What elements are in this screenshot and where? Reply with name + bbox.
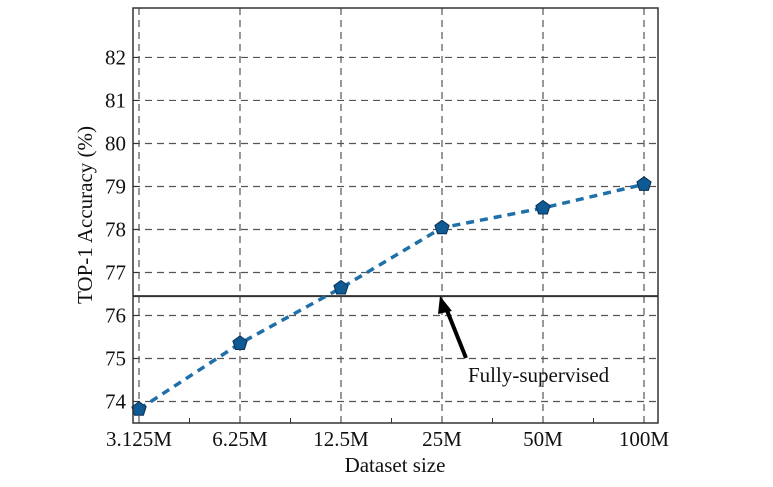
x-tick-label: 25M	[422, 427, 462, 451]
data-point-marker	[636, 176, 652, 191]
series-line	[138, 182, 645, 411]
data-point-marker	[535, 199, 551, 215]
x-tick-labels: 3.125M 6.25M 12.5M 25M 50M 100M	[106, 427, 669, 451]
x-tick-label: 50M	[523, 427, 563, 451]
data-point-marker	[333, 279, 349, 295]
reference-line-label: Fully-supervised	[468, 363, 610, 387]
plot-frame	[132, 7, 659, 424]
y-tick-label: 79	[105, 174, 126, 198]
arrow-head-icon	[438, 296, 452, 314]
y-tick-label: 74	[105, 389, 127, 413]
x-tick-label: 100M	[619, 427, 670, 451]
series-group	[131, 176, 652, 416]
reference-annotation: Fully-supervised	[438, 296, 610, 387]
y-tick-label: 80	[105, 131, 126, 155]
y-tick-labels: 74 75 76 77 78 79 80 81 82	[105, 45, 127, 413]
data-point-marker	[232, 335, 248, 350]
y-tick-label: 82	[105, 45, 126, 69]
data-point-marker	[131, 401, 147, 416]
x-axis-label: Dataset size	[345, 453, 446, 477]
annotation-arrow	[444, 307, 468, 359]
x-tick-label: 6.25M	[212, 427, 268, 451]
y-tick-label: 78	[105, 217, 126, 241]
data-point-marker	[434, 219, 450, 235]
x-tick-label: 12.5M	[313, 427, 369, 451]
grid-lines	[133, 8, 658, 423]
y-tick-label: 76	[105, 303, 126, 327]
y-tick-label: 77	[105, 260, 126, 284]
y-tick-label: 81	[105, 88, 126, 112]
x-tick-label: 3.125M	[106, 427, 172, 451]
y-tick-label: 75	[105, 346, 126, 370]
y-axis-label: TOP-1 Accuracy (%)	[73, 126, 97, 304]
